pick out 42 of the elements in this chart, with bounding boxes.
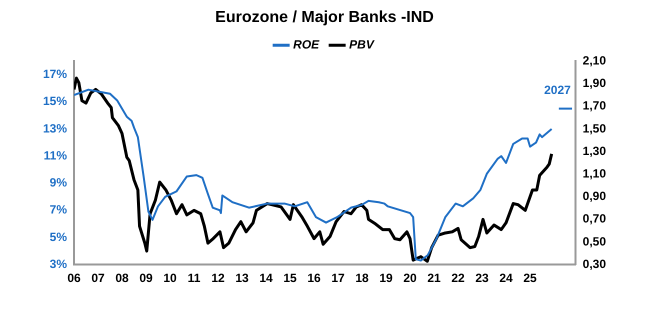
y2-tick-label: 1,70 — [582, 98, 606, 113]
x-tick-label: 22 — [451, 271, 466, 286]
y2-tick-label: 0,30 — [582, 256, 606, 271]
y-tick-label: 7% — [50, 202, 68, 217]
y-tick-label: 13% — [42, 121, 68, 136]
x-tick-label: 19 — [379, 271, 394, 286]
x-tick-label: 18 — [355, 271, 370, 286]
x-tick-label: 11 — [188, 271, 201, 286]
x-tick-label: 06 — [67, 271, 82, 286]
y-tick-label: 11% — [44, 148, 68, 162]
x-tick-label: 08 — [115, 271, 130, 286]
x-tick-label: 25 — [523, 271, 538, 286]
x-tick-label: 15 — [283, 271, 298, 286]
x-tick-label: 20 — [403, 271, 418, 286]
y2-tick-label: 1,30 — [582, 144, 606, 158]
y2-tick-label: 2,10 — [582, 54, 606, 68]
y-tick-label: 17% — [42, 67, 68, 82]
x-tick-label: 14 — [259, 271, 274, 286]
y-tick-label: 15% — [42, 94, 68, 108]
x-tick-label: 13 — [235, 271, 250, 286]
x-tick-label: 16 — [307, 271, 322, 286]
x-tick-label: 12 — [211, 271, 226, 286]
x-tick-label: 23 — [475, 271, 490, 286]
annotation: 2027 — [544, 82, 572, 97]
y-tick-label: 3% — [50, 256, 68, 271]
x-tick-label: 24 — [499, 271, 514, 286]
x-tick-label: 21 — [427, 271, 442, 286]
y-tick-label: 5% — [50, 230, 68, 244]
y2-tick-label: 1,90 — [582, 76, 606, 90]
x-tick-label: 17 — [331, 271, 346, 286]
y-tick-label: 9% — [50, 176, 68, 190]
x-tick-label: 10 — [163, 271, 178, 286]
y2-tick-label: 0,50 — [582, 234, 606, 248]
chart-title: Eurozone / Major Banks -IND — [215, 9, 434, 26]
legend-label: PBV — [349, 38, 375, 52]
x-tick-label: 09 — [139, 271, 154, 286]
y2-tick-label: 1,50 — [582, 121, 606, 136]
y2-tick-label: 0,90 — [582, 189, 606, 204]
y2-tick-label: 1,10 — [582, 166, 606, 181]
y2-tick-label: 0,70 — [582, 212, 606, 226]
legend-label: ROE — [293, 38, 320, 52]
x-tick-label: 07 — [91, 271, 106, 286]
